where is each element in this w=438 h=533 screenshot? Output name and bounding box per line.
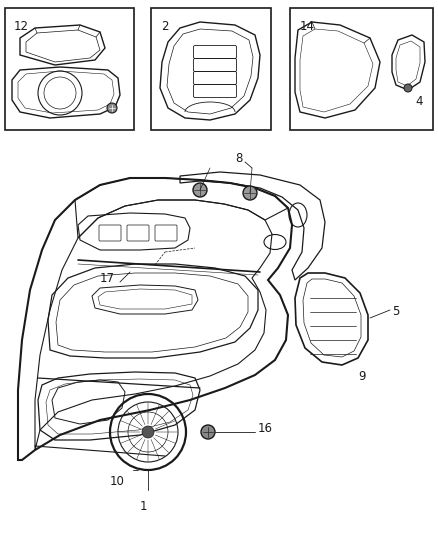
Bar xyxy=(151,8,271,130)
Text: 12: 12 xyxy=(14,20,29,33)
Circle shape xyxy=(142,426,154,438)
Bar xyxy=(5,8,134,130)
Text: 4: 4 xyxy=(415,95,423,108)
Text: 1: 1 xyxy=(139,500,147,513)
Circle shape xyxy=(193,183,207,197)
Circle shape xyxy=(201,425,215,439)
Text: 5: 5 xyxy=(392,305,399,318)
Text: 10: 10 xyxy=(110,475,125,488)
Circle shape xyxy=(243,186,257,200)
Circle shape xyxy=(107,103,117,113)
Bar xyxy=(290,8,433,130)
Text: 9: 9 xyxy=(358,370,365,383)
Text: 2: 2 xyxy=(161,20,169,33)
Text: 17: 17 xyxy=(100,272,115,285)
Text: 8: 8 xyxy=(235,152,242,165)
Text: 14: 14 xyxy=(300,20,315,33)
Circle shape xyxy=(404,84,412,92)
Text: 16: 16 xyxy=(258,422,273,434)
